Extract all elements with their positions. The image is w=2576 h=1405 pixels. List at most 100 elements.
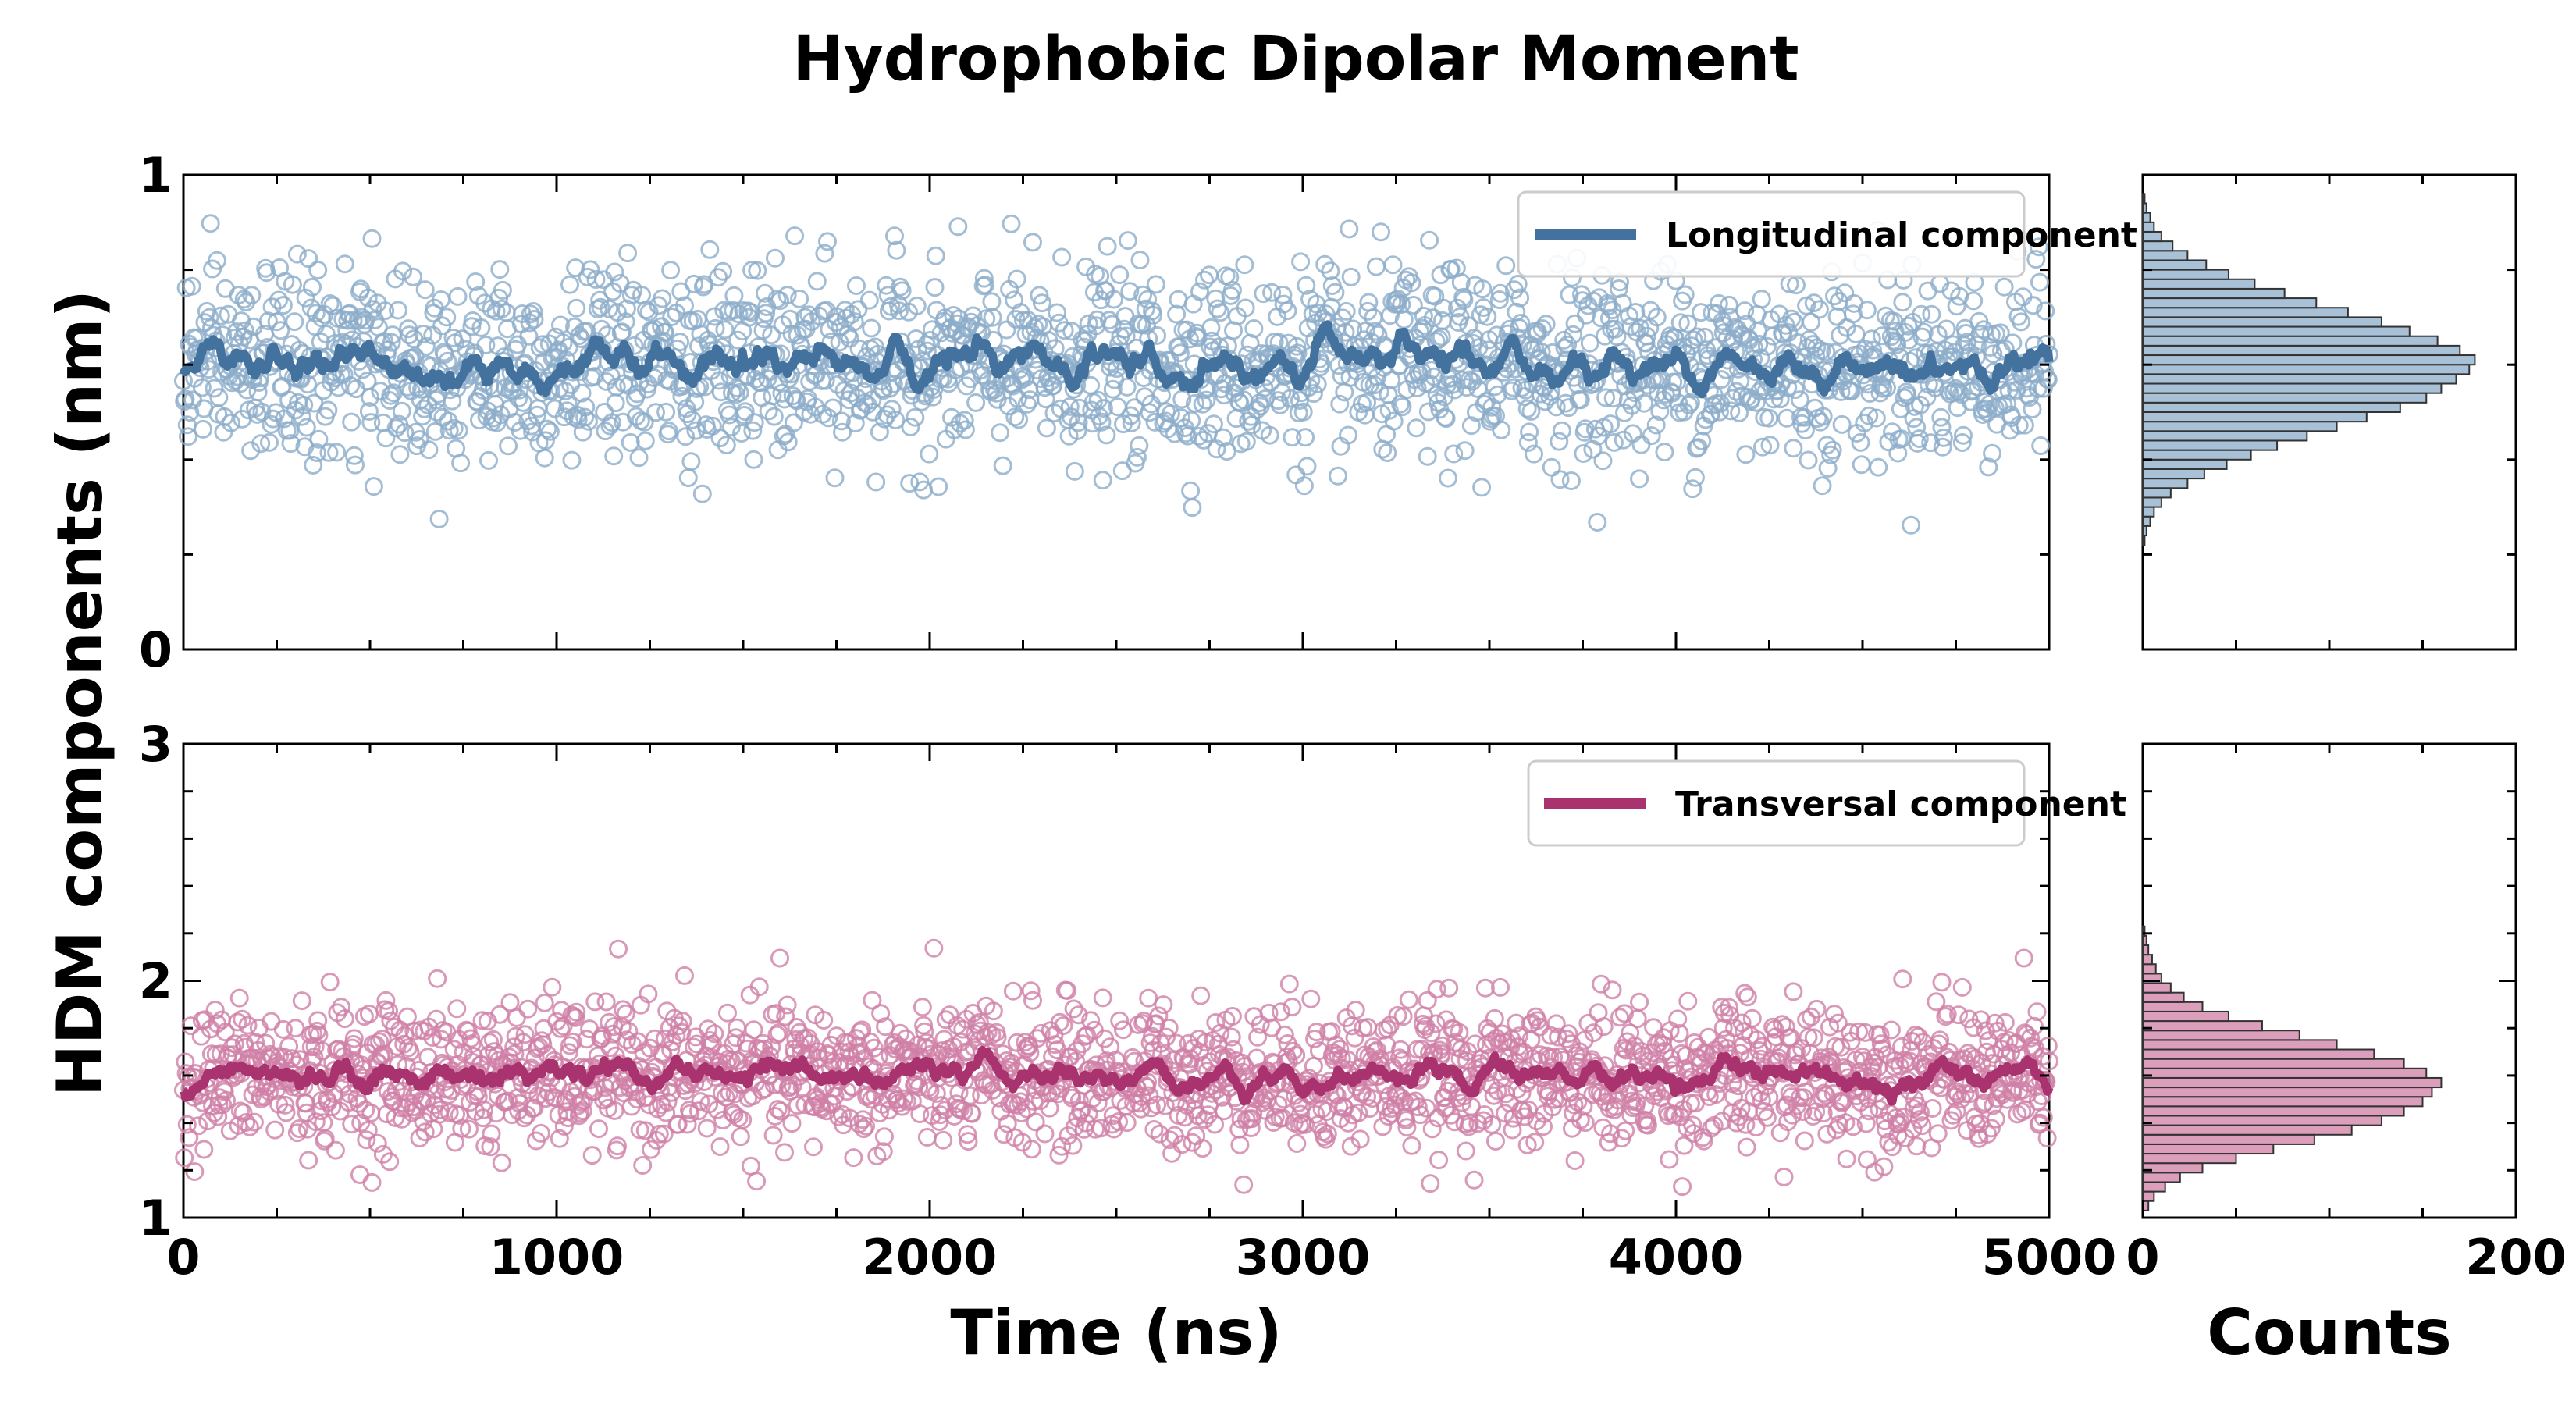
longitudinal-point (389, 301, 407, 320)
longitudinal-point (817, 301, 836, 320)
longitudinal-point (1055, 321, 1074, 340)
hist-x-axis-label: Counts (2207, 1297, 2451, 1369)
transversal-hist-bar (2142, 954, 2153, 966)
transversal-point (1023, 991, 1042, 1010)
longitudinal-hist-bar (2142, 269, 2229, 280)
transversal-point (994, 1125, 1013, 1144)
longitudinal-point (476, 336, 496, 354)
longitudinal-point (721, 418, 741, 437)
longitudinal-point (1007, 269, 1026, 289)
longitudinal-point (419, 440, 439, 460)
longitudinal-point (621, 432, 640, 452)
longitudinal-point (292, 407, 311, 426)
transversal-point (428, 969, 447, 988)
longitudinal-point (1200, 265, 1219, 285)
longitudinal-point (1340, 219, 1359, 239)
longitudinal-point (886, 411, 906, 429)
transversal-point (518, 999, 538, 1019)
longitudinal-point (176, 389, 195, 409)
transversal-point (1464, 1170, 1484, 1190)
longitudinal-point (415, 280, 435, 300)
transversal-point (913, 998, 932, 1017)
transversal-point (1439, 978, 1459, 998)
longitudinal-point (404, 267, 423, 286)
longitudinal-point (604, 446, 624, 466)
longitudinal-point (866, 472, 886, 492)
longitudinal-point (2031, 436, 2051, 455)
longitudinal-point (201, 214, 220, 233)
longitudinal-point (1297, 457, 1317, 476)
longitudinal-point (1103, 379, 1123, 399)
transversal-point (1230, 1135, 1250, 1154)
y-axis-label: HDM components (nm) (44, 290, 116, 1097)
transversal-point (1737, 1137, 1756, 1157)
transversal-point (924, 938, 944, 958)
longitudinal-point (1127, 447, 1147, 467)
longitudinal-point (1813, 476, 1832, 496)
longitudinal-point (1048, 303, 1067, 322)
transversal-point (1456, 1141, 1475, 1161)
longitudinal-point (923, 387, 943, 407)
longitudinal-point (1118, 231, 1137, 251)
longitudinal-point (948, 217, 968, 237)
transversal-hist-bar (2142, 1096, 2424, 1108)
transversal-point (609, 939, 628, 959)
longitudinal-point (319, 443, 339, 462)
longitudinal-point (182, 276, 201, 296)
transversal-point (292, 991, 311, 1011)
longitudinal-point (955, 420, 975, 439)
transversal-point (1486, 1132, 1505, 1151)
transversal-hist-bar (2142, 1105, 2405, 1117)
transversal-hist-bar (2142, 1010, 2229, 1023)
transversal-point (804, 1137, 823, 1157)
longitudinal-point (294, 396, 314, 414)
longitudinal-point (381, 386, 400, 405)
longitudinal-point (1675, 285, 1695, 304)
longitudinal-hist-bar (2142, 496, 2162, 508)
transversal-point (500, 993, 520, 1012)
longitudinal-point (327, 443, 347, 462)
longitudinal-point (628, 384, 647, 404)
longitudinal-scatter-plot: 01 (139, 147, 2058, 678)
transversal-point (782, 1114, 802, 1133)
transversal-hist-bar (2142, 1020, 2263, 1032)
longitudinal-point (298, 375, 317, 394)
longitudinal-point (618, 244, 638, 263)
longitudinal-point (1922, 304, 1941, 324)
transversal-point (582, 1146, 602, 1165)
longitudinal-point (840, 329, 859, 348)
longitudinal-point (1065, 461, 1084, 481)
longitudinal-point (271, 321, 290, 340)
longitudinal-point (1683, 479, 1703, 499)
longitudinal-point (318, 400, 338, 420)
longitudinal-point (844, 370, 863, 389)
transversal-hist-bar (2142, 1143, 2275, 1155)
longitudinal-point (966, 393, 986, 412)
longitudinal-point (1994, 277, 2014, 297)
longitudinal-point (1144, 305, 1163, 325)
longitudinal-point (785, 226, 805, 246)
longitudinal-point (824, 398, 843, 418)
longitudinal-point (1550, 432, 1569, 451)
longitudinal-hist-bar (2142, 525, 2147, 537)
longitudinal-point (1120, 282, 1140, 301)
longitudinal-point (717, 436, 736, 455)
longitudinal-point (1329, 466, 1347, 486)
longitudinal-hist-bar (2142, 535, 2146, 546)
longitudinal-point (287, 244, 307, 264)
longitudinal-point (359, 402, 379, 421)
longitudinal-point (306, 304, 326, 323)
transversal-point (1874, 1157, 1894, 1176)
bot-main-x-tick-label: 2000 (863, 1229, 998, 1286)
longitudinal-point (591, 297, 610, 317)
transversal-point (1191, 986, 1211, 1005)
transversal-hist-bar (2142, 1153, 2237, 1165)
longitudinal-point (1098, 237, 1117, 256)
transversal-hist-bar (2142, 934, 2147, 946)
transversal-hist-bar (2142, 1001, 2204, 1012)
longitudinal-point (1002, 214, 1021, 233)
longitudinal-point (1110, 265, 1130, 284)
transversal-point (1093, 988, 1112, 1008)
transversal-point (320, 973, 340, 992)
transversal-hist-bar (2142, 1030, 2300, 1041)
